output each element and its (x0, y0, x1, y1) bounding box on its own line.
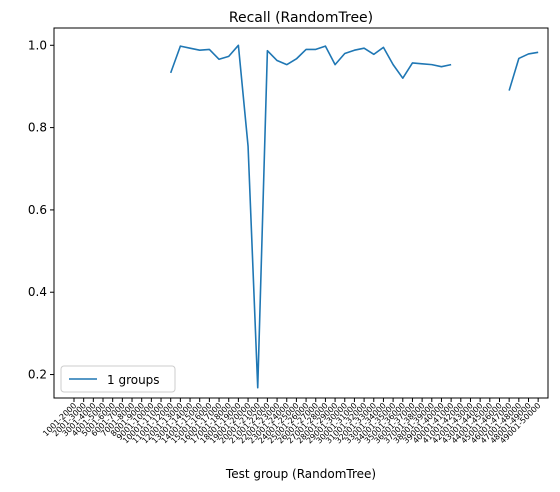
legend: 1 groups (60, 365, 176, 393)
series-line-0 (169, 44, 539, 389)
y-tick-label: 0.4 (28, 285, 47, 299)
chart-title: Recall (RandomTree) (229, 10, 373, 26)
plot-frame (53, 27, 549, 399)
x-axis: 1001-20002001-30003001-40004001-50005001… (41, 398, 543, 445)
y-tick-label: 1.0 (28, 38, 47, 52)
y-tick-label: 0.6 (28, 203, 47, 217)
y-tick-label: 0.8 (28, 121, 47, 135)
y-axis: 0.2 0.4 0.6 0.8 1.0 (28, 38, 54, 382)
legend-label: 1 groups (107, 373, 160, 387)
legend-box (60, 365, 176, 393)
y-tick-label: 0.2 (28, 368, 47, 382)
plot-marks (169, 44, 539, 389)
x-axis-label: Test group (RandomTree) (225, 467, 376, 481)
